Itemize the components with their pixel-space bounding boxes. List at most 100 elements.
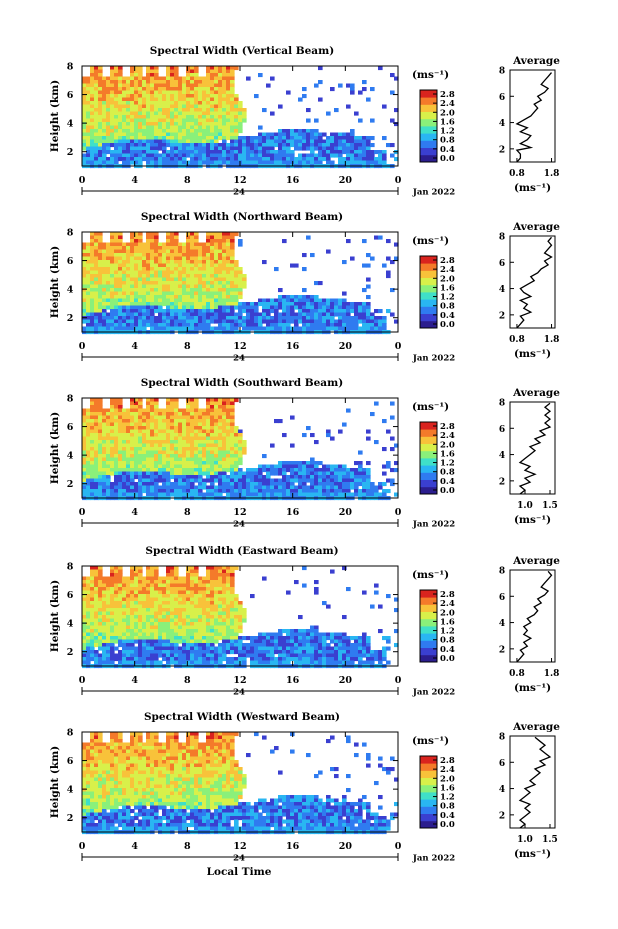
heatmap-cell xyxy=(230,136,235,141)
colorbar-tick-label: 2.8 xyxy=(440,256,455,266)
heatmap-cell xyxy=(330,471,335,476)
heatmap-cell xyxy=(178,478,183,483)
heatmap-cell xyxy=(114,111,119,116)
heatmap-cell xyxy=(198,447,203,452)
heatmap-cell xyxy=(334,468,339,473)
heatmap-cell xyxy=(82,302,87,307)
heatmap-cell xyxy=(130,136,135,141)
heatmap-cell xyxy=(222,422,227,427)
heatmap-cell xyxy=(222,291,227,296)
heatmap-cell xyxy=(202,492,207,497)
heatmap-cell xyxy=(110,316,115,321)
heatmap-cell xyxy=(122,108,127,113)
heatmap-cell xyxy=(106,118,111,123)
heatmap-cell xyxy=(130,450,135,455)
heatmap-cell xyxy=(170,157,175,162)
heatmap-cell xyxy=(150,118,155,123)
heatmap-cell xyxy=(94,618,99,623)
heatmap-cell xyxy=(162,132,167,137)
heatmap-cell xyxy=(222,312,227,317)
heatmap-cell xyxy=(90,94,95,99)
x-tick-label: 0 xyxy=(79,341,86,352)
heatmap-cell xyxy=(198,323,203,328)
heatmap-cell xyxy=(130,143,135,148)
heatmap-cell xyxy=(130,319,135,324)
heatmap-cell xyxy=(178,157,183,162)
heatmap-cell xyxy=(182,291,187,296)
heatmap-cell xyxy=(346,323,351,328)
heatmap-cell xyxy=(146,405,151,410)
heatmap-cell xyxy=(82,309,87,314)
heatmap-cell xyxy=(122,118,127,123)
heatmap-cell xyxy=(194,115,199,120)
heatmap-cell xyxy=(114,316,119,321)
heatmap-cell xyxy=(362,302,367,307)
heatmap-cell xyxy=(90,146,95,151)
heatmap-cell xyxy=(122,80,127,85)
heatmap-cell xyxy=(86,253,91,258)
heatmap-cell xyxy=(222,143,227,148)
heatmap-cell xyxy=(98,611,103,616)
heatmap-cell xyxy=(94,464,99,469)
heatmap-cell xyxy=(158,471,163,476)
heatmap-cell xyxy=(162,136,167,141)
heatmap-cell xyxy=(326,153,331,158)
heatmap-cell xyxy=(110,450,115,455)
heatmap-cell xyxy=(154,249,159,254)
heatmap-cell xyxy=(82,440,87,445)
heatmap-cell xyxy=(110,267,115,272)
heatmap-cell xyxy=(142,108,147,113)
heatmap-cell xyxy=(134,291,139,296)
heatmap-cell xyxy=(210,440,215,445)
heatmap-cell xyxy=(126,118,131,123)
heatmap-cell xyxy=(102,482,107,487)
heatmap-cell xyxy=(138,468,143,473)
heatmap-cell xyxy=(250,492,255,497)
heatmap-cell xyxy=(262,492,267,497)
heatmap-cell xyxy=(114,277,119,282)
heatmap-cell xyxy=(138,111,143,116)
heatmap-cell xyxy=(338,478,343,483)
heatmap-cell xyxy=(178,122,183,127)
heatmap-cell xyxy=(226,433,231,438)
heatmap-cell xyxy=(202,440,207,445)
heatmap-cell xyxy=(226,291,231,296)
heatmap-cell xyxy=(162,485,167,490)
heatmap-cell xyxy=(230,108,235,113)
heatmap-cell xyxy=(98,66,103,71)
heatmap-cell xyxy=(198,129,203,134)
heatmap-cell xyxy=(142,122,147,127)
heatmap-cell xyxy=(134,405,139,410)
heatmap-cell xyxy=(258,326,263,331)
heatmap-cell xyxy=(138,143,143,148)
heatmap-cell xyxy=(158,295,163,300)
heatmap-cell xyxy=(102,83,107,88)
heatmap-cell xyxy=(130,108,135,113)
heatmap-cell xyxy=(318,143,323,148)
heatmap-cell xyxy=(274,309,279,314)
heatmap-cell xyxy=(146,73,151,78)
heatmap-cell xyxy=(106,76,111,81)
heatmap-cell xyxy=(118,566,123,571)
heatmap-cell xyxy=(202,305,207,310)
heatmap-cell xyxy=(258,136,263,141)
heatmap-cell xyxy=(202,419,207,424)
heatmap-cell xyxy=(94,309,99,314)
heatmap-cell xyxy=(138,419,143,424)
heatmap-cell xyxy=(354,323,359,328)
heatmap-cell xyxy=(214,115,219,120)
heatmap-cell xyxy=(134,253,139,258)
heatmap-cell xyxy=(358,90,363,95)
heatmap-cell xyxy=(190,125,195,130)
heatmap-cell xyxy=(182,440,187,445)
heatmap-cell xyxy=(290,263,295,268)
heatmap-cell xyxy=(230,482,235,487)
heatmap-cell xyxy=(114,157,119,162)
heatmap-cell xyxy=(82,270,87,275)
heatmap-cell xyxy=(210,319,215,324)
heatmap-cell xyxy=(174,447,179,452)
heatmap-cell xyxy=(122,629,127,634)
heatmap-cell xyxy=(134,288,139,293)
heatmap-cell xyxy=(278,302,283,307)
heatmap-cell xyxy=(186,69,191,74)
